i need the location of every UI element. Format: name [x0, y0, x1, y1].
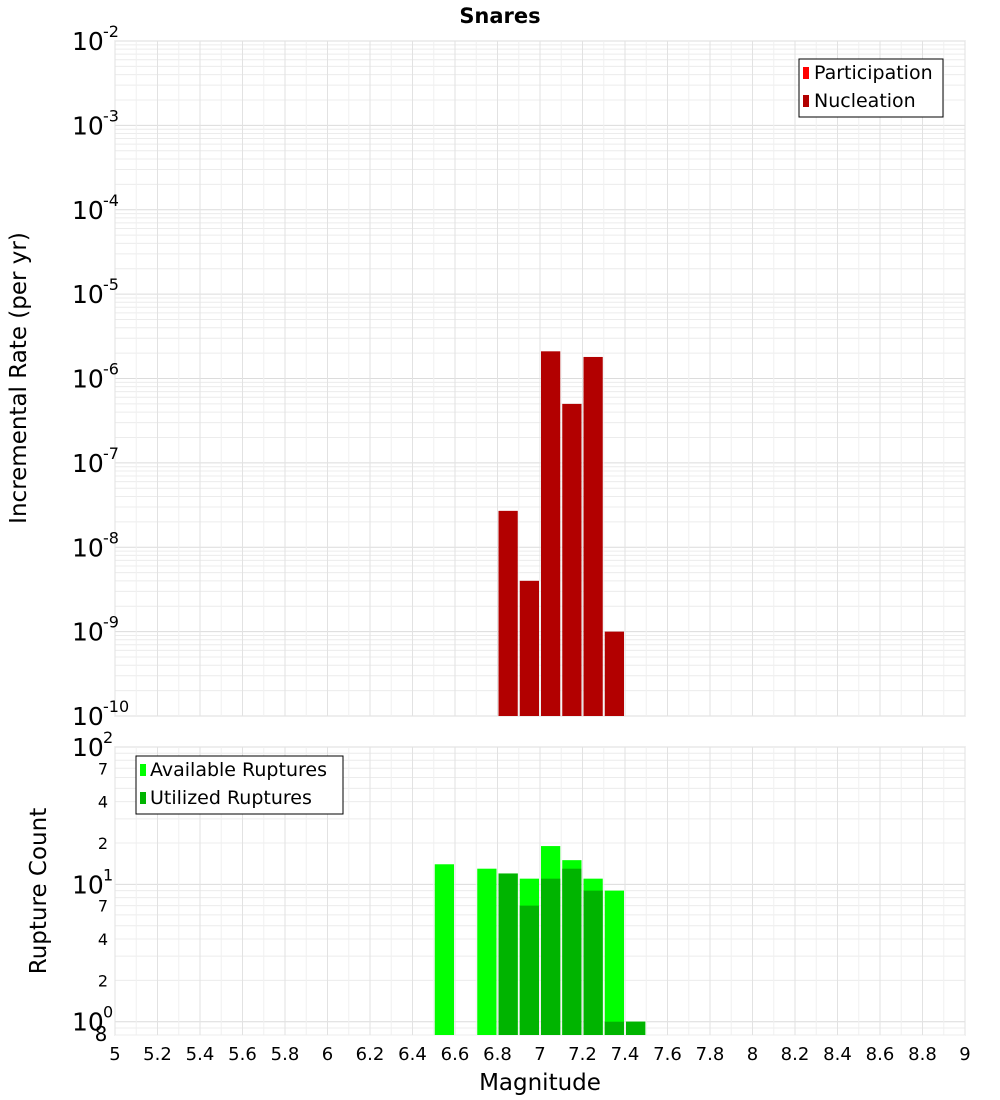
utilized-ruptures-bar: [604, 1021, 624, 1035]
top-y-tick-exponent: -4: [103, 191, 119, 210]
nucleation-bar: [498, 510, 518, 716]
top-legend: Participation Nucleation: [798, 58, 944, 118]
legend-swatch-nucleation: [803, 95, 809, 107]
nucleation-bar: [583, 356, 603, 716]
bottom-y-minor-tick-label: 2: [98, 834, 108, 853]
bottom-legend-box: [135, 755, 344, 815]
x-tick-label: 5.4: [186, 1044, 215, 1065]
x-tick-label: 6.2: [356, 1044, 385, 1065]
nucleation-bar: [541, 351, 561, 716]
top-y-tick-label: 10: [72, 27, 104, 56]
top-y-tick-label: 10: [72, 449, 104, 478]
x-tick-label: 9: [959, 1044, 970, 1065]
x-tick-label: 5.2: [143, 1044, 172, 1065]
top-legend-box: [798, 58, 944, 118]
x-tick-label: 8: [747, 1044, 758, 1065]
top-y-tick-exponent: -10: [103, 697, 129, 716]
top-bars: [498, 351, 624, 716]
bottom-y-minor-tick-label: 4: [98, 930, 108, 949]
x-tick-label: 6: [322, 1044, 333, 1065]
utilized-ruptures-bar: [583, 890, 603, 1035]
x-axis-label: Magnitude: [479, 1070, 601, 1096]
utilized-ruptures-bar: [562, 868, 582, 1035]
legend-swatch-participation: [803, 67, 809, 79]
top-chart: Snares 10 -210 -310 -410 -510 -610 -710 -810 -91…: [6, 4, 966, 731]
x-tick-labels: 5 5.2 5.4 5.6 5.8 6 6.2 6.4 6.6 6.8 7 7.2 7.4 7.6 7.8 8…: [109, 1044, 970, 1065]
bottom-y-tick-exponent: 1: [103, 865, 113, 884]
top-y-tick-label: 10: [72, 280, 104, 309]
top-y-axis-label: Incremental Rate (per yr): [6, 232, 32, 524]
nucleation-bar: [562, 403, 582, 716]
x-tick-label: 8.8: [908, 1044, 937, 1065]
bottom-bars: [434, 846, 646, 1035]
bottom-y-minor-tick-label: 8: [95, 1022, 108, 1046]
x-tick-label: 8.4: [823, 1044, 852, 1065]
x-tick-label: 8.2: [781, 1044, 810, 1065]
legend-label-nucleation: Nucleation: [814, 90, 916, 112]
available-ruptures-bar: [434, 864, 454, 1035]
x-tick-label: 5.8: [271, 1044, 300, 1065]
x-tick-label: 7: [534, 1044, 545, 1065]
x-tick-label: 6.6: [441, 1044, 470, 1065]
nucleation-bar: [519, 580, 539, 716]
legend-label-participation: Participation: [814, 62, 933, 84]
top-y-tick-exponent: -3: [103, 106, 119, 125]
top-y-tick-exponent: -9: [103, 613, 119, 632]
chart-title: Snares: [459, 4, 540, 28]
bottom-y-tick-label: 10: [72, 870, 104, 899]
bottom-y-tick-exponent: 2: [103, 728, 113, 747]
top-y-tick-label: 10: [72, 702, 104, 731]
top-y-tick-exponent: -2: [103, 22, 119, 41]
available-ruptures-bar: [477, 868, 497, 1035]
nucleation-bar: [604, 631, 624, 716]
x-tick-label: 7.4: [611, 1044, 640, 1065]
legend-label-available: Available Ruptures: [150, 759, 327, 781]
x-tick-label: 6.4: [398, 1044, 427, 1065]
bottom-y-axis-label: Rupture Count: [26, 808, 52, 974]
bottom-y-minor-tick-label: 2: [98, 971, 108, 990]
legend-swatch-available: [140, 764, 146, 776]
x-tick-label: 5: [109, 1044, 120, 1065]
x-tick-label: 6.8: [483, 1044, 512, 1065]
top-y-tick-label: 10: [72, 618, 104, 647]
top-y-tick-label: 10: [72, 365, 104, 394]
top-y-tick-exponent: -8: [103, 528, 119, 547]
utilized-ruptures-bar: [541, 878, 561, 1035]
top-gridlines: [114, 40, 966, 717]
bottom-y-minor-tick-label: 7: [98, 759, 108, 778]
top-y-tick-exponent: -6: [103, 360, 119, 379]
top-y-tick-exponent: -7: [103, 444, 119, 463]
bottom-y-tick-label: 10: [72, 1008, 104, 1037]
utilized-ruptures-bar: [626, 1021, 646, 1035]
available-ruptures-bar: [604, 890, 624, 1035]
top-y-tick-label: 10: [72, 196, 104, 225]
bottom-y-minor-tick-label: 7: [98, 897, 108, 916]
bottom-gridlines: [114, 746, 966, 1036]
x-tick-label: 7.2: [568, 1044, 597, 1065]
x-tick-label: 7.8: [696, 1044, 725, 1065]
x-tick-label: 8.6: [866, 1044, 895, 1065]
legend-label-utilized: Utilized Ruptures: [150, 787, 312, 809]
bottom-legend: Available Ruptures Utilized Ruptures: [135, 755, 344, 815]
top-y-tick-label: 10: [72, 111, 104, 140]
top-y-tick-exponent: -5: [103, 275, 119, 294]
utilized-ruptures-bar: [519, 905, 539, 1035]
bottom-y-minor-tick-label: 4: [98, 793, 108, 812]
bottom-y-tick-label: 10: [72, 733, 104, 762]
bottom-y-tick-exponent: 0: [103, 1003, 113, 1022]
legend-swatch-utilized: [140, 792, 146, 804]
top-y-tick-labels: 10-210-310-410-510-610-710-810-910-10: [72, 22, 129, 731]
utilized-ruptures-bar: [498, 873, 518, 1035]
top-y-tick-label: 10: [72, 533, 104, 562]
x-tick-label: 5.6: [228, 1044, 257, 1065]
x-tick-label: 7.6: [653, 1044, 682, 1065]
